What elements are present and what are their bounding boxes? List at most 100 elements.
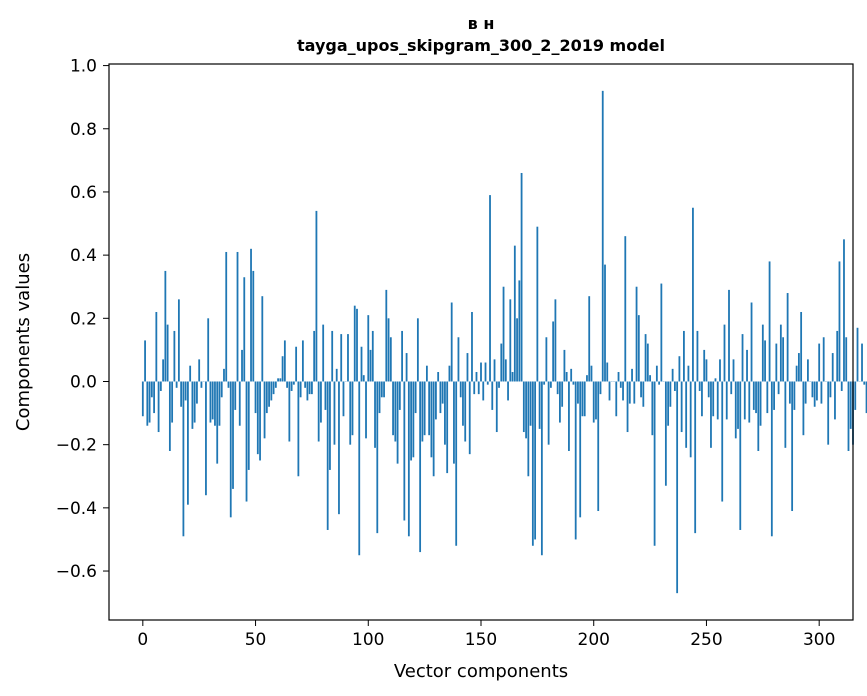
bar xyxy=(680,381,683,433)
bar xyxy=(387,318,390,382)
bar xyxy=(385,289,388,382)
bar xyxy=(191,381,194,429)
bar xyxy=(317,381,320,442)
bar xyxy=(653,381,656,546)
bar xyxy=(144,340,146,382)
bar xyxy=(847,381,850,451)
bar xyxy=(196,381,198,404)
bar xyxy=(522,381,525,433)
bar xyxy=(141,381,144,417)
x-tick-label: 0 xyxy=(137,630,148,650)
bar xyxy=(394,381,397,442)
bar xyxy=(777,381,780,395)
bar xyxy=(308,381,311,395)
bar xyxy=(419,381,422,553)
bar xyxy=(635,286,638,382)
bar xyxy=(392,381,394,436)
bar xyxy=(516,318,518,382)
bar xyxy=(716,381,719,420)
bar xyxy=(737,381,739,429)
bar xyxy=(299,381,302,398)
bar xyxy=(498,381,500,388)
y-tick-label: 0.2 xyxy=(70,309,97,329)
bar xyxy=(466,353,469,382)
bar xyxy=(732,359,735,382)
bar xyxy=(290,381,293,391)
bar xyxy=(739,381,742,530)
bar xyxy=(148,381,151,423)
bar xyxy=(525,381,527,439)
bar xyxy=(755,381,757,414)
bar xyxy=(529,381,532,426)
bar xyxy=(527,381,530,477)
bar xyxy=(229,381,232,518)
bar xyxy=(518,280,521,382)
bar xyxy=(549,381,552,388)
bar xyxy=(784,381,787,448)
bar xyxy=(446,381,449,474)
bar xyxy=(274,381,277,388)
bar xyxy=(813,381,816,407)
bar xyxy=(146,381,149,426)
bar xyxy=(164,270,167,382)
bar xyxy=(795,365,798,382)
bar xyxy=(768,261,771,382)
bar xyxy=(734,381,737,439)
bar xyxy=(371,330,374,382)
bar xyxy=(333,381,336,445)
bar xyxy=(315,210,318,382)
bar xyxy=(365,381,367,439)
bar xyxy=(225,251,228,382)
bar xyxy=(295,346,298,382)
bar xyxy=(683,330,685,382)
bar xyxy=(536,226,539,382)
bar xyxy=(241,349,243,382)
bar xyxy=(331,330,334,382)
bar xyxy=(439,381,442,414)
bar xyxy=(349,381,352,445)
bar xyxy=(234,381,237,410)
bar xyxy=(599,381,602,395)
bar xyxy=(326,381,329,530)
bar xyxy=(509,299,512,382)
bar xyxy=(153,381,155,414)
bar xyxy=(570,368,573,382)
bar xyxy=(261,296,264,382)
bar xyxy=(559,381,561,423)
bar xyxy=(468,381,471,455)
bar xyxy=(428,381,431,436)
bar xyxy=(292,381,295,385)
bar xyxy=(644,334,647,382)
bar xyxy=(441,381,444,404)
bar xyxy=(723,324,726,382)
y-axis-label: Components values xyxy=(13,253,34,431)
bar xyxy=(617,372,620,382)
bar xyxy=(198,359,201,382)
bar xyxy=(595,381,597,420)
bar xyxy=(836,330,839,382)
bar xyxy=(811,381,814,398)
bar xyxy=(797,353,800,382)
bar xyxy=(563,349,566,382)
bar xyxy=(750,302,753,382)
bar xyxy=(511,372,514,382)
bar xyxy=(649,375,651,382)
bar xyxy=(410,381,413,461)
bar xyxy=(491,381,494,410)
bar xyxy=(646,343,649,382)
bar xyxy=(247,381,250,470)
bar xyxy=(865,381,867,414)
y-tick-label: 0.8 xyxy=(70,120,97,140)
bar xyxy=(482,381,485,401)
bar xyxy=(507,381,509,401)
bar xyxy=(687,365,690,382)
chart-subtitle: tayga_upos_skipgram_300_2_2019 model xyxy=(297,36,665,55)
bar xyxy=(281,356,284,382)
bar xyxy=(268,381,270,407)
bar xyxy=(834,381,836,420)
bar xyxy=(590,365,593,382)
bar xyxy=(707,381,710,398)
bar xyxy=(689,381,692,458)
bar xyxy=(761,324,764,382)
